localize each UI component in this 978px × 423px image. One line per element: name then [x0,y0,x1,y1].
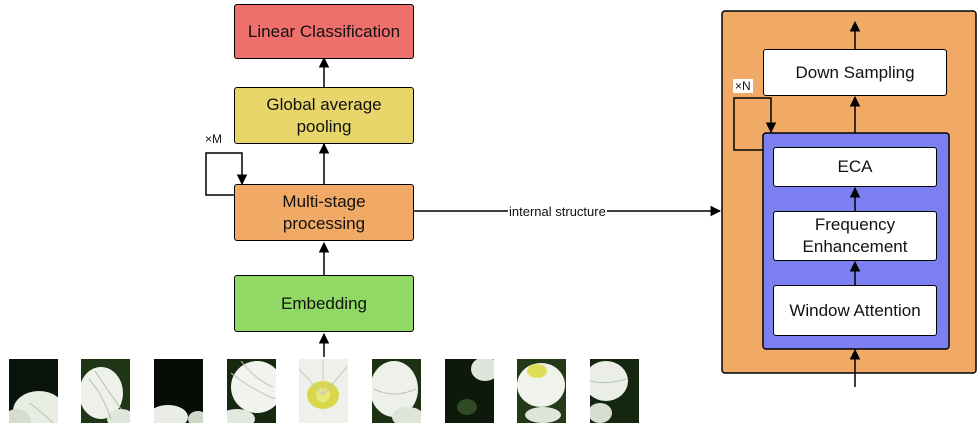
repeat-loop-n [733,97,777,151]
flower-dark-patch-icon [154,359,203,423]
internal-structure-label: internal structure [508,204,607,219]
multi-stage-processing-box: Multi-stage processing [234,184,414,241]
flower-center-patch-icon [299,359,348,423]
linear-classification-box: Linear Classification [234,4,414,59]
flower-petal-patch-icon [590,359,639,423]
eca-box: ECA [773,147,937,187]
flower-petal-patch-icon [372,359,421,423]
window-attention-label: Window Attention [789,300,921,320]
repeat-m-label: ×M [205,132,223,146]
window-attention-box: Window Attention [773,285,937,336]
down-sampling-label: Down Sampling [795,62,915,82]
flower-petal-patch-icon [81,359,130,423]
linear-classification-label: Linear Classification [247,21,401,41]
frequency-enhancement-label: Frequency Enhancement [802,215,908,256]
flower-petal-patch-icon [9,359,58,423]
eca-label: ECA [837,157,873,177]
embedding-label: Embedding [280,293,367,313]
frequency-enhancement-box: Frequency Enhancement [773,211,937,261]
global-average-pooling-label: Global average pooling [266,94,382,136]
flower-center-patch-icon [517,359,566,423]
global-average-pooling-box: Global average pooling [234,87,414,144]
repeat-loop-m [205,152,248,196]
multi-stage-processing-label: Multi-stage processing [282,191,366,233]
down-sampling-box: Down Sampling [763,49,947,96]
embedding-box: Embedding [234,275,414,332]
flower-dark-patch-icon [445,359,494,423]
repeat-n-label: ×N [733,79,753,93]
flower-petal-patch-icon [227,359,276,423]
